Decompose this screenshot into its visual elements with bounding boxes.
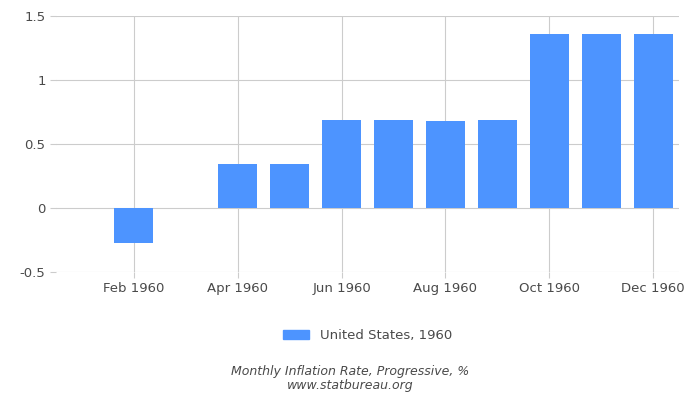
Legend: United States, 1960: United States, 1960 — [278, 324, 457, 347]
Bar — [634, 34, 673, 208]
Bar — [374, 120, 413, 208]
Text: www.statbureau.org: www.statbureau.org — [287, 380, 413, 392]
Bar — [114, 208, 153, 242]
Bar — [322, 120, 361, 208]
Bar — [426, 121, 465, 208]
Bar — [530, 34, 568, 208]
Bar — [478, 120, 517, 208]
Bar — [218, 164, 257, 208]
Bar — [270, 164, 309, 208]
Text: Monthly Inflation Rate, Progressive, %: Monthly Inflation Rate, Progressive, % — [231, 366, 469, 378]
Bar — [582, 34, 621, 208]
